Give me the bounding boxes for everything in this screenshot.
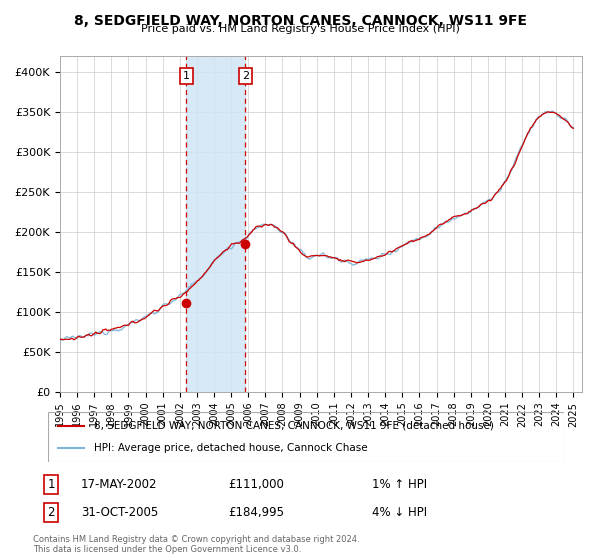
Text: Contains HM Land Registry data © Crown copyright and database right 2024.
This d: Contains HM Land Registry data © Crown c… (33, 535, 359, 554)
Text: £184,995: £184,995 (228, 506, 284, 519)
Text: Price paid vs. HM Land Registry's House Price Index (HPI): Price paid vs. HM Land Registry's House … (140, 24, 460, 34)
Text: 31-OCT-2005: 31-OCT-2005 (81, 506, 158, 519)
Text: £111,000: £111,000 (228, 478, 284, 491)
Text: 1: 1 (183, 71, 190, 81)
Text: 1: 1 (47, 478, 55, 491)
Text: 4% ↓ HPI: 4% ↓ HPI (372, 506, 427, 519)
Text: HPI: Average price, detached house, Cannock Chase: HPI: Average price, detached house, Cann… (94, 443, 368, 453)
Text: 17-MAY-2002: 17-MAY-2002 (81, 478, 157, 491)
Text: 1% ↑ HPI: 1% ↑ HPI (372, 478, 427, 491)
Text: 2: 2 (47, 506, 55, 519)
Bar (187, 56, 245, 392)
Text: 2: 2 (242, 71, 249, 81)
Text: 8, SEDGFIELD WAY, NORTON CANES, CANNOCK, WS11 9FE: 8, SEDGFIELD WAY, NORTON CANES, CANNOCK,… (74, 14, 527, 28)
Text: 8, SEDGFIELD WAY, NORTON CANES, CANNOCK, WS11 9FE (detached house): 8, SEDGFIELD WAY, NORTON CANES, CANNOCK,… (94, 421, 494, 431)
